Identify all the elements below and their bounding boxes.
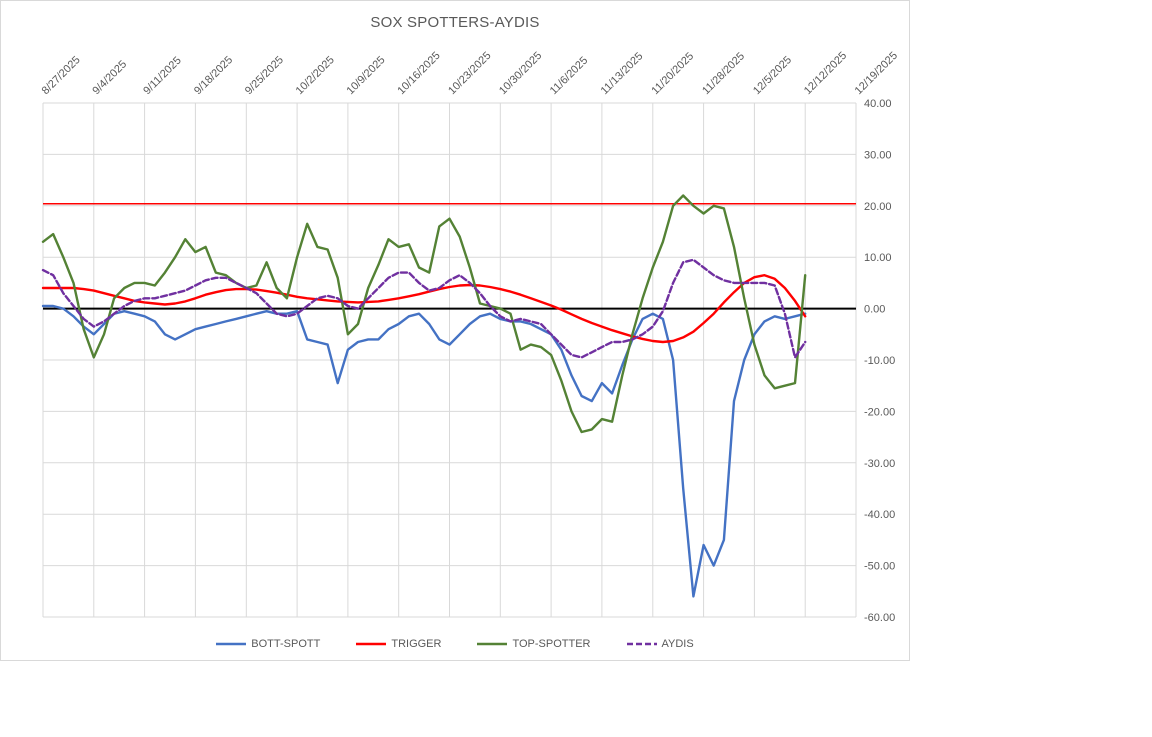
chart-frame[interactable]: SOX SPOTTERS-AYDIS 8/27/2025 9/4/2025 9/11… [0,0,910,661]
legend-line-swatch [626,642,657,646]
y-axis-tick-label: 40.00 [864,98,892,110]
y-axis-tick-label: -30.00 [864,458,895,470]
chart-title: SOX SPOTTERS-AYDIS [370,14,540,31]
y-axis-tick-label: 20.00 [864,201,892,213]
series-line-bott-spott [41,304,807,598]
x-axis-tick-label: 11/20/2025 [649,50,696,97]
series-line-top-spotter [41,194,807,434]
chart-plot-area: 8/27/2025 9/4/2025 9/11/2025 9/18/2025 9/25/… [40,50,900,624]
y-axis-tick-label: -50.00 [864,561,895,573]
x-axis-tick-label: 9/25/2025 [243,54,286,97]
y-axis-tick-label: 10.00 [864,252,892,264]
legend-item-trigger: TRIGGER [356,638,441,650]
legend-label: TRIGGER [391,638,442,650]
y-axis-tick-label: 30.00 [864,149,892,161]
x-axis-tick-label: 12/12/2025 [802,50,849,97]
gridlines [42,102,857,618]
x-axis-tick-label: 9/4/2025 [90,58,129,97]
legend-item-top-spotter: TOP-SPOTTER [477,638,591,650]
y-axis-tick-label: -40.00 [864,509,895,521]
legend-label: AYDIS [661,638,694,650]
x-axis-tick-label: 9/18/2025 [192,54,235,97]
chart-legend: BOTT-SPOTT TRIGGER TOP-SPOTTER AYDIS [1,638,909,650]
legend-line-swatch [216,642,247,646]
legend-line-swatch [356,642,387,646]
x-axis-tick-label: 10/16/2025 [395,50,442,97]
legend-label: TOP-SPOTTER [512,638,591,650]
x-axis-tick-label: 10/23/2025 [446,50,493,97]
x-axis-tick-label: 11/13/2025 [599,50,646,97]
y-axis-tick-label: -10.00 [864,355,895,367]
legend-line-swatch [477,642,508,646]
y-axis-tick-label: -20.00 [864,406,895,418]
x-axis-tick-label: 12/19/2025 [853,50,900,97]
legend-item-aydis: AYDIS [626,638,694,650]
x-axis-tick-label: 9/11/2025 [141,55,184,98]
y-axis-tick-label: -60.00 [864,612,895,624]
x-axis-tick-label: 12/5/2025 [751,54,794,97]
x-axis-tick-label: 11/28/2025 [700,50,747,97]
x-axis-tick-label: 10/9/2025 [345,54,388,97]
x-axis-tick-label: 10/2/2025 [294,54,337,97]
x-axis-tick-label: 10/30/2025 [497,50,544,97]
x-axis-tick-label: 8/27/2025 [40,54,83,97]
x-axis-tick-label: 11/6/2025 [548,55,591,98]
y-axis-tick-label: 0.00 [864,304,885,316]
legend-item-bott-spott: BOTT-SPOTT [216,638,320,650]
legend-label: BOTT-SPOTT [251,638,321,650]
series-line-trigger [41,274,807,344]
series-line-aydis [41,258,807,359]
